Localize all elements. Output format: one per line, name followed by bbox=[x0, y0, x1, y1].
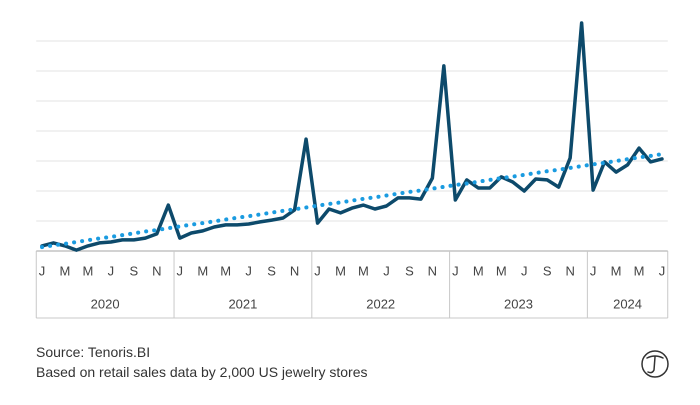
data-line bbox=[40, 21, 664, 252]
x-tick-label: J bbox=[452, 263, 459, 278]
x-tick-label: J bbox=[659, 263, 666, 278]
x-tick-label: M bbox=[220, 263, 231, 278]
x-tick-label: N bbox=[290, 263, 299, 278]
x-tick-label: N bbox=[565, 263, 574, 278]
x-tick-label: J bbox=[245, 263, 252, 278]
year-label: 2020 bbox=[91, 296, 120, 311]
x-tick-label: M bbox=[473, 263, 484, 278]
x-tick-label: M bbox=[611, 263, 622, 278]
x-tick-label: M bbox=[335, 263, 346, 278]
x-tick-label: J bbox=[314, 263, 321, 278]
year-label: 2022 bbox=[366, 296, 395, 311]
x-tick-label: J bbox=[108, 263, 115, 278]
x-tick-label: S bbox=[543, 263, 552, 278]
trend-line bbox=[40, 152, 664, 250]
x-tick-label: J bbox=[590, 263, 597, 278]
logo bbox=[641, 350, 669, 378]
x-tick-label: M bbox=[197, 263, 208, 278]
x-tick-label: M bbox=[83, 263, 94, 278]
year-label: 2023 bbox=[504, 296, 533, 311]
year-label: 2021 bbox=[228, 296, 257, 311]
x-tick-label: S bbox=[405, 263, 414, 278]
x-tick-label: M bbox=[358, 263, 369, 278]
x-tick-label: M bbox=[496, 263, 507, 278]
x-tick-label: J bbox=[383, 263, 390, 278]
x-tick-label: N bbox=[428, 263, 437, 278]
x-tick-label: S bbox=[130, 263, 139, 278]
x-tick-label: N bbox=[152, 263, 161, 278]
x-tick-label: J bbox=[39, 263, 46, 278]
year-label: 2024 bbox=[613, 296, 642, 311]
source: Source: Tenoris.BI bbox=[36, 344, 150, 360]
x-tick-label: M bbox=[634, 263, 645, 278]
note: Based on retail sales data by 2,000 US j… bbox=[36, 364, 368, 380]
x-tick-label: M bbox=[60, 263, 71, 278]
x-tick-label: J bbox=[521, 263, 528, 278]
x-tick-label: S bbox=[267, 263, 276, 278]
x-tick-label: J bbox=[177, 263, 184, 278]
